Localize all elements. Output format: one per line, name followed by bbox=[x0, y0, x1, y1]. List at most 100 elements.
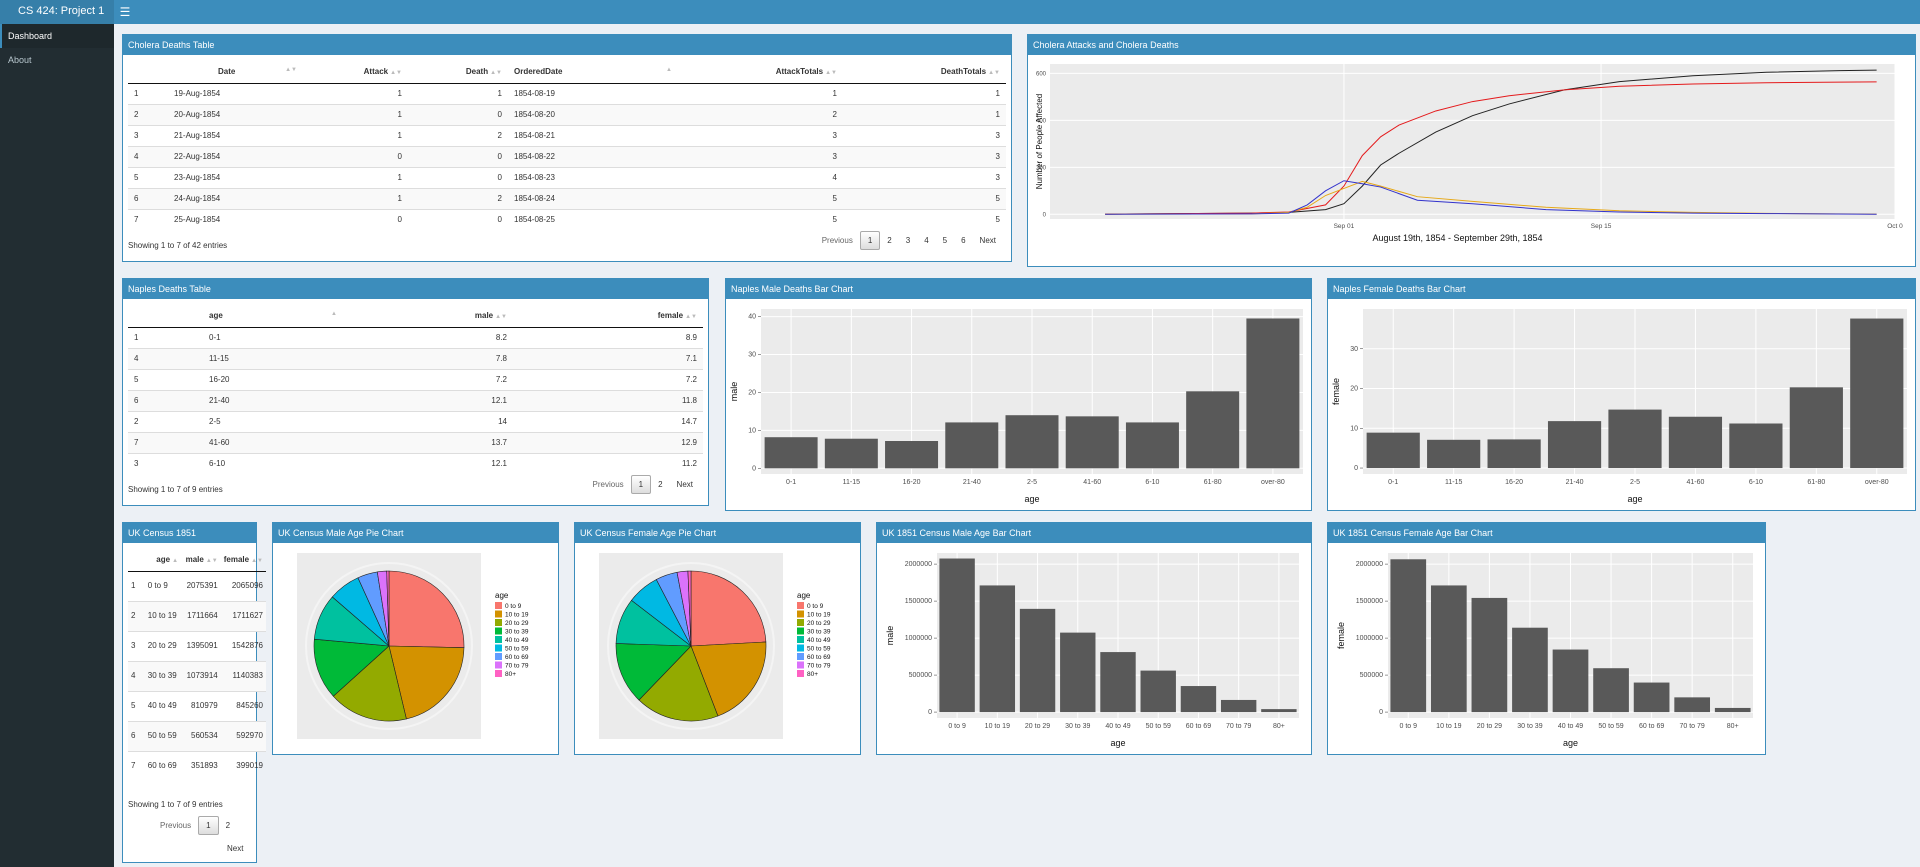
box-title: Cholera Attacks and Cholera Deaths bbox=[1028, 35, 1915, 55]
table-row[interactable]: 5 40 to 49 810979 845260 bbox=[128, 690, 266, 721]
page-button-1[interactable]: 1 bbox=[198, 816, 219, 835]
table-row[interactable]: 1 0-1 8.2 8.9 bbox=[128, 326, 703, 348]
table-cell: 3 bbox=[843, 124, 1006, 146]
app-title[interactable]: CS 424: Project 1 bbox=[0, 0, 114, 24]
col-header-age[interactable]: age ▲ bbox=[203, 305, 343, 328]
table-cell: 810979 bbox=[181, 690, 221, 721]
naples-female-bar-chart: 0 10 20 30 0-1 11-15 16-20 21-40 2-5 41-60 6-10 61-… bbox=[1331, 309, 1907, 504]
table-row[interactable]: 7 41-60 13.7 12.9 bbox=[128, 431, 703, 453]
table-row[interactable]: 5 16-20 7.2 7.2 bbox=[128, 368, 703, 390]
next-button[interactable]: Next bbox=[979, 236, 996, 245]
next-button[interactable]: Next bbox=[676, 480, 693, 489]
table-cell: 13.7 bbox=[343, 431, 513, 453]
table-cell: 1854-08-23 bbox=[508, 166, 678, 188]
col-header-female[interactable]: female ▲▼ bbox=[220, 549, 266, 572]
table-cell: 3 bbox=[128, 124, 168, 146]
y-tick-label: 30 bbox=[1350, 346, 1358, 353]
col-header-index[interactable] bbox=[128, 61, 168, 84]
page-button-6[interactable]: 6 bbox=[961, 236, 966, 245]
table-row[interactable]: 6 21-40 12.1 11.8 bbox=[128, 389, 703, 411]
table-cell: 12.9 bbox=[513, 431, 703, 453]
table-cell: 6 bbox=[128, 187, 168, 209]
page-button-1[interactable]: 1 bbox=[630, 475, 652, 494]
page-button-1[interactable]: 1 bbox=[859, 231, 881, 250]
box-title: Naples Deaths Table bbox=[123, 279, 708, 299]
table-row[interactable]: 5 23-Aug-1854 1 0 1854-08-23 4 3 bbox=[128, 166, 1006, 188]
x-tick-label: 6-10 bbox=[1145, 479, 1159, 486]
col-header-date[interactable]: Date ▲▼ bbox=[168, 61, 303, 84]
table-cell: 1073914 bbox=[181, 660, 221, 691]
col-header-attacktotals[interactable]: AttackTotals ▲▼ bbox=[678, 61, 843, 84]
col-header-attack[interactable]: Attack ▲▼ bbox=[303, 61, 408, 84]
table-row[interactable]: 2 2-5 14 14.7 bbox=[128, 410, 703, 432]
table-cell: 1 bbox=[128, 570, 145, 601]
pie-slice bbox=[687, 570, 692, 647]
previous-button[interactable]: Previous bbox=[592, 480, 624, 489]
next-button[interactable]: Next bbox=[227, 844, 244, 853]
col-header-age[interactable]: age ▲ bbox=[144, 549, 182, 572]
previous-button[interactable]: Previous bbox=[821, 236, 853, 245]
table-row[interactable]: 2 10 to 19 1711664 1711627 bbox=[128, 600, 266, 631]
table-row[interactable]: 3 20 to 29 1395091 1542876 bbox=[128, 630, 266, 661]
table-cell: 1854-08-21 bbox=[508, 124, 678, 146]
table-row[interactable]: 6 50 to 59 560534 592970 bbox=[128, 720, 266, 751]
x-tick-label: Sep 15 bbox=[1591, 223, 1612, 230]
table-cell: 1 bbox=[303, 124, 408, 146]
legend-label: 10 to 19 bbox=[807, 612, 831, 619]
page-button-5[interactable]: 5 bbox=[942, 236, 948, 245]
bar bbox=[1366, 432, 1420, 469]
legend-title: age bbox=[797, 591, 811, 600]
table-cell: 1854-08-25 bbox=[508, 208, 678, 230]
table-row[interactable]: 4 11-15 7.8 7.1 bbox=[128, 347, 703, 369]
col-header-index[interactable] bbox=[128, 305, 203, 328]
page-button-2[interactable]: 2 bbox=[658, 480, 663, 489]
x-tick-label: 60 to 69 bbox=[1186, 723, 1211, 730]
page-button-3[interactable]: 3 bbox=[905, 236, 911, 245]
table-cell: 5 bbox=[678, 187, 843, 209]
col-header-index[interactable] bbox=[128, 549, 145, 572]
cholera-table-box: Cholera Deaths Table Date ▲▼ Attack ▲▼ Dea… bbox=[122, 34, 1012, 262]
table-row[interactable]: 3 6-10 12.1 11.2 bbox=[128, 452, 703, 474]
table-cell: 3 bbox=[843, 145, 1006, 167]
table-cell: 41-60 bbox=[203, 431, 343, 453]
table-row[interactable]: 4 22-Aug-1854 0 0 1854-08-22 3 3 bbox=[128, 145, 1006, 167]
table-row[interactable]: 7 60 to 69 351893 399019 bbox=[128, 750, 266, 781]
x-tick-label: 16-20 bbox=[1505, 479, 1523, 486]
col-header-male[interactable]: male ▲▼ bbox=[343, 305, 513, 328]
table-cell: 0 to 9 bbox=[144, 570, 182, 601]
legend-swatch bbox=[797, 627, 804, 635]
table-row[interactable]: 2 20-Aug-1854 1 0 1854-08-20 2 1 bbox=[128, 103, 1006, 125]
page-button-4[interactable]: 4 bbox=[924, 236, 929, 245]
col-header-death[interactable]: Death ▲▼ bbox=[408, 61, 508, 84]
bar bbox=[1729, 423, 1783, 469]
table-row[interactable]: 1 19-Aug-1854 1 1 1854-08-19 1 1 bbox=[128, 82, 1006, 104]
sidebar-item-about[interactable]: About bbox=[8, 55, 32, 65]
hamburger-icon[interactable]: ☰ bbox=[119, 5, 131, 19]
previous-button[interactable]: Previous bbox=[160, 821, 192, 830]
table-cell: 5 bbox=[128, 166, 168, 188]
pie-slice bbox=[615, 643, 692, 701]
table-row[interactable]: 4 30 to 39 1073914 1140383 bbox=[128, 660, 266, 691]
table-row[interactable]: 7 25-Aug-1854 0 0 1854-08-25 5 5 bbox=[128, 208, 1006, 230]
table-row[interactable]: 3 21-Aug-1854 1 2 1854-08-21 3 3 bbox=[128, 124, 1006, 146]
bar bbox=[1471, 597, 1508, 713]
sidebar-item-dashboard[interactable]: Dashboard bbox=[0, 24, 114, 48]
y-axis-label: Number of People Affected bbox=[1035, 94, 1044, 189]
legend-swatch bbox=[495, 610, 502, 618]
table-cell: 1140383 bbox=[220, 660, 266, 691]
col-header-ordereddate[interactable]: OrderedDate ▲ bbox=[508, 61, 678, 84]
y-tick-label: 500000 bbox=[1360, 672, 1383, 679]
x-tick-label: 80+ bbox=[1727, 723, 1739, 730]
table-row[interactable]: 6 24-Aug-1854 1 2 1854-08-24 5 5 bbox=[128, 187, 1006, 209]
bar bbox=[1850, 318, 1904, 469]
table-cell: 50 to 59 bbox=[144, 720, 182, 751]
page-button-2[interactable]: 2 bbox=[225, 821, 231, 830]
col-header-deathtotals[interactable]: DeathTotals ▲▼ bbox=[843, 61, 1006, 84]
page-button-2[interactable]: 2 bbox=[887, 236, 892, 245]
table-cell: 1542876 bbox=[220, 630, 266, 661]
table-cell: 2 bbox=[128, 600, 145, 631]
col-header-male[interactable]: male ▲▼ bbox=[181, 549, 221, 572]
col-header-female[interactable]: female ▲▼ bbox=[513, 305, 703, 328]
